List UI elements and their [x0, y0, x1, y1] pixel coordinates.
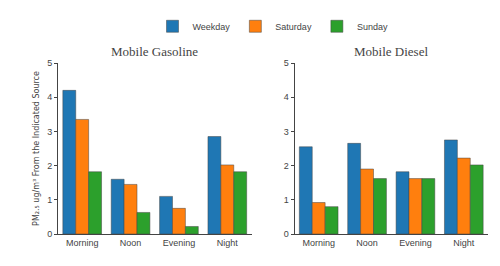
svg-text:5: 5 [47, 58, 52, 68]
svg-text:Mobile Diesel: Mobile Diesel [354, 44, 428, 59]
svg-text:Night: Night [217, 238, 239, 248]
svg-text:0: 0 [284, 229, 289, 239]
svg-text:2: 2 [47, 161, 52, 171]
svg-text:Night: Night [453, 238, 475, 248]
svg-text:4: 4 [47, 92, 52, 102]
svg-text:4: 4 [284, 92, 289, 102]
svg-text:Morning: Morning [302, 238, 335, 248]
svg-text:2: 2 [284, 161, 289, 171]
svg-text:PM₂.₅ ug/m³ From the Indicated: PM₂.₅ ug/m³ From the Indicated Source [32, 71, 41, 226]
svg-text:Mobile Gasoline: Mobile Gasoline [111, 44, 198, 59]
svg-text:5: 5 [284, 58, 289, 68]
svg-text:Sunday: Sunday [357, 22, 388, 32]
svg-text:Morning: Morning [66, 238, 99, 248]
svg-text:Noon: Noon [120, 238, 142, 248]
svg-text:Saturday: Saturday [275, 22, 312, 32]
svg-text:3: 3 [284, 127, 289, 137]
svg-text:Noon: Noon [356, 238, 378, 248]
svg-text:3: 3 [47, 127, 52, 137]
svg-text:0: 0 [47, 229, 52, 239]
svg-text:Evening: Evening [399, 238, 432, 248]
svg-text:Weekday: Weekday [193, 22, 231, 32]
svg-text:1: 1 [47, 195, 52, 205]
svg-text:1: 1 [284, 195, 289, 205]
svg-text:Evening: Evening [163, 238, 196, 248]
